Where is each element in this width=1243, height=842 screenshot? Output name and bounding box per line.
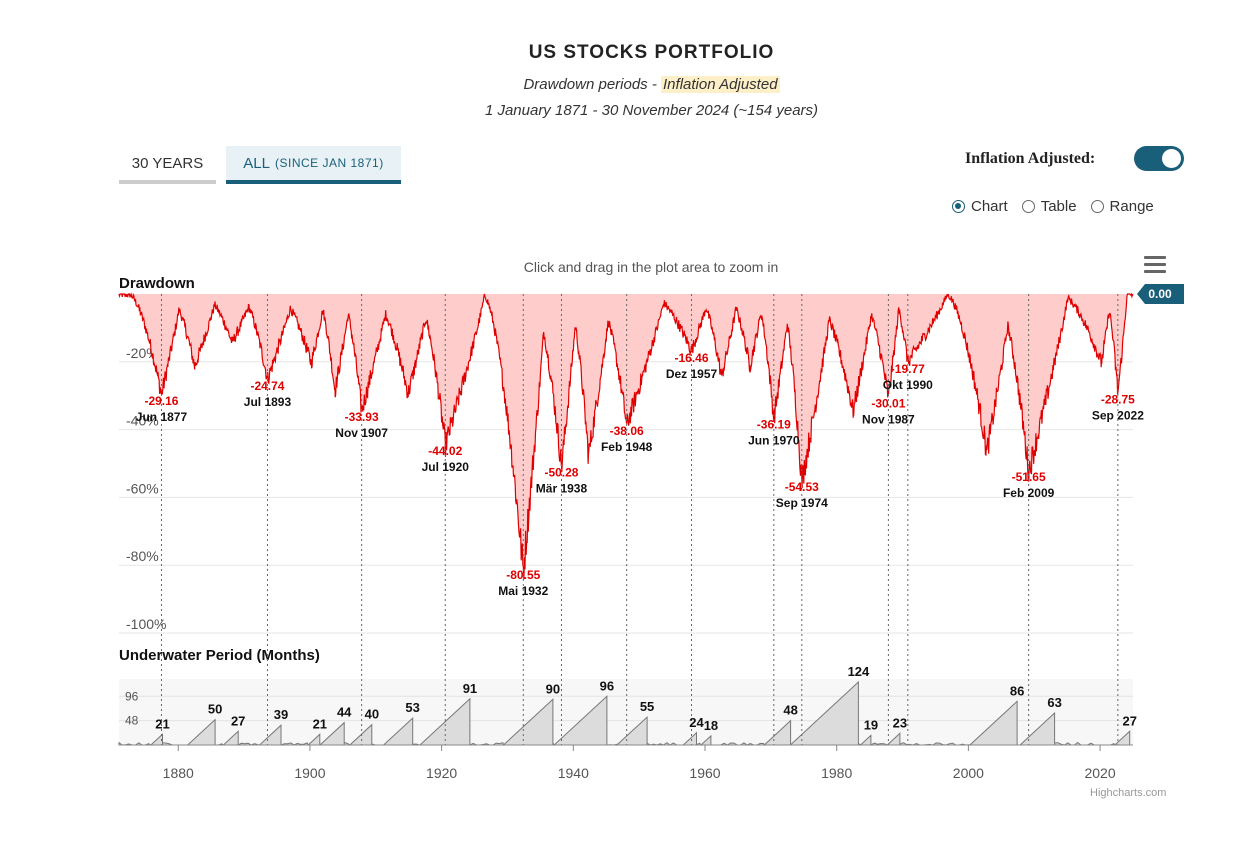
x-axis-tick-label: 1920	[426, 765, 457, 781]
underwater-period-label: 24	[689, 715, 704, 730]
trough-date-label: Jul 1920	[422, 460, 470, 474]
trough-date-label: Sep 1974	[776, 496, 828, 510]
tab-all[interactable]: ALL (SINCE JAN 1871)	[226, 146, 401, 184]
dd-y-tick-label: -80%	[126, 548, 159, 564]
trough-date-label: Okt 1990	[883, 378, 933, 392]
trough-date-label: Feb 2009	[1003, 486, 1055, 500]
dd-y-tick-label: -100%	[126, 616, 166, 632]
toggle-knob	[1162, 149, 1181, 168]
chart-title: US STOCKS PORTFOLIO	[528, 42, 775, 63]
underwater-period-label: 27	[231, 713, 245, 728]
trough-value-label: -24.74	[250, 379, 284, 393]
trough-date-label: Mai 1932	[498, 584, 548, 598]
inflation-toggle-label: Inflation Adjusted:	[965, 150, 1096, 167]
trough-value-label: -54.53	[785, 480, 819, 494]
trough-value-label: -16.46	[674, 351, 708, 365]
chart-subtitle: Drawdown periods - Inflation Adjusted	[523, 76, 780, 93]
trough-value-label: -44.02	[428, 444, 462, 458]
underwater-period-label: 90	[546, 681, 560, 696]
uw-y-tick-label: 48	[125, 714, 139, 728]
view-selector: Chart Table Range	[952, 198, 1154, 215]
underwater-panel-title: Underwater Period (Months)	[119, 647, 320, 664]
radio-table-indicator[interactable]	[1021, 200, 1035, 213]
drawdown-line	[118, 292, 1134, 580]
underwater-period-label: 40	[365, 707, 379, 722]
drawdown-panel-title: Drawdown	[119, 275, 195, 292]
dd-y-tick-label: -60%	[126, 480, 159, 496]
underwater-period-label: 44	[337, 705, 352, 720]
x-axis-tick-label: 1980	[821, 765, 852, 781]
trough-value-label: -51.65	[1012, 470, 1046, 484]
radio-range-indicator[interactable]	[1090, 200, 1104, 213]
trough-date-label: Jul 1893	[244, 395, 292, 409]
trough-value-label: -29.16	[144, 394, 178, 408]
x-axis-tick-label: 1940	[558, 765, 589, 781]
hamburger-menu-icon[interactable]	[1144, 256, 1166, 276]
x-axis-tick-label: 1900	[294, 765, 325, 781]
dd-y-tick-label: -40%	[126, 413, 159, 429]
trough-value-label: -19.77	[891, 362, 925, 376]
trough-value-label: -33.93	[345, 410, 379, 424]
underwater-period-label: 23	[893, 715, 907, 730]
underwater-period-label: 53	[405, 700, 419, 715]
x-axis-tick-label: 1880	[163, 765, 194, 781]
x-axis-tick-label: 2020	[1084, 765, 1115, 781]
underwater-period-label: 50	[208, 702, 222, 717]
underwater-period-label: 27	[1122, 713, 1136, 728]
radio-range[interactable]: Range	[1090, 198, 1154, 215]
drawdown-area	[119, 294, 1133, 580]
underwater-period-label: 19	[864, 717, 878, 732]
underwater-period-label: 63	[1047, 695, 1061, 710]
x-axis-tick-label: 1960	[689, 765, 720, 781]
trough-date-label: Sep 2022	[1092, 408, 1144, 422]
trough-date-label: Mär 1938	[536, 481, 588, 495]
underwater-period-label: 124	[848, 664, 870, 679]
underwater-period-label: 91	[463, 681, 477, 696]
credits-link[interactable]: Highcharts.com	[1090, 787, 1167, 799]
trough-date-label: Jun 1970	[748, 434, 800, 448]
radio-table[interactable]: Table	[1021, 198, 1077, 215]
trough-date-label: Dez 1957	[666, 367, 718, 381]
underwater-period-label: 55	[640, 699, 654, 714]
radio-chart-indicator[interactable]	[952, 200, 965, 213]
trough-date-label: Nov 1987	[862, 413, 915, 427]
underwater-period-label: 21	[313, 716, 327, 731]
trough-value-label: -80.55	[506, 568, 540, 582]
trough-value-label: -30.01	[871, 397, 905, 411]
trough-value-label: -50.28	[544, 465, 578, 479]
x-axis-tick-label: 2000	[953, 765, 984, 781]
uw-y-tick-label: 96	[125, 689, 139, 703]
trough-value-label: -36.19	[757, 418, 791, 432]
current-value-badge	[1137, 284, 1184, 304]
underwater-period-label: 18	[704, 718, 718, 733]
radio-chart[interactable]: Chart	[952, 198, 1008, 215]
tab-30-years[interactable]: 30 YEARS	[119, 146, 216, 184]
current-value-label: 0.00	[1148, 287, 1172, 301]
trough-date-label: Jun 1877	[136, 410, 188, 424]
underwater-period-label: 48	[783, 703, 797, 718]
trough-date-label: Nov 1907	[335, 426, 388, 440]
uw-plot-background	[119, 679, 1133, 745]
zoom-hint: Click and drag in the plot area to zoom …	[524, 259, 778, 275]
trough-value-label: -38.06	[610, 424, 644, 438]
inflation-toggle[interactable]	[1134, 146, 1184, 171]
underwater-period-label: 21	[155, 716, 169, 731]
date-range: 1 January 1871 - 30 November 2024 (~154 …	[484, 102, 819, 119]
subtitle-highlight: Inflation Adjusted	[661, 76, 780, 93]
underwater-period-label: 39	[274, 707, 288, 722]
trough-value-label: -28.75	[1101, 392, 1135, 406]
trough-date-label: Feb 1948	[601, 440, 653, 454]
underwater-period-label: 86	[1010, 683, 1024, 698]
underwater-period-label: 96	[600, 678, 614, 693]
